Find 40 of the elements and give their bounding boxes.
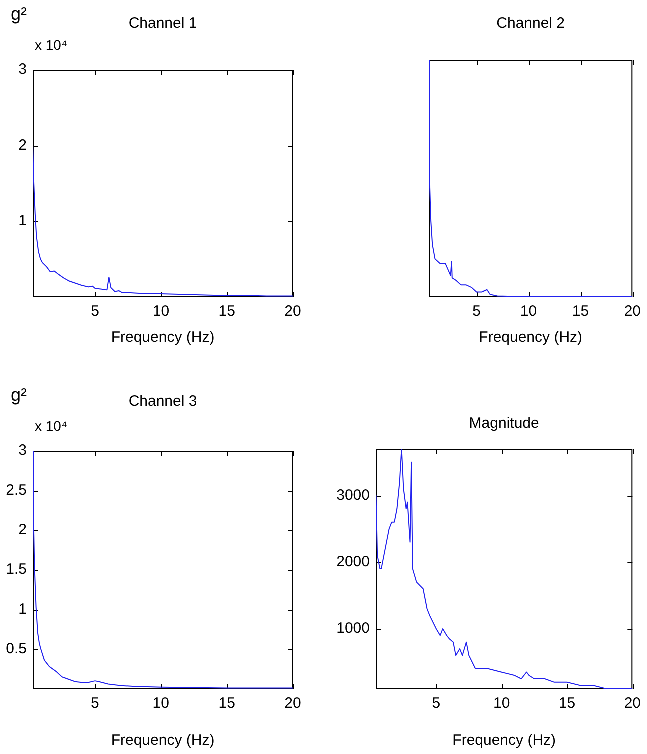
x-axis-title: Frequency (Hz)	[111, 732, 215, 750]
y-tick-label: 2.5	[6, 482, 27, 499]
y-tick-label: 2	[18, 521, 27, 538]
x-tick-label: 5	[91, 303, 100, 320]
text: x 10⁴	[35, 418, 68, 434]
y-tick-label: 0.5	[6, 640, 27, 658]
x-tick-label: 10	[520, 303, 538, 320]
chart-title: Channel 2	[496, 15, 566, 32]
x-tick-label: 5	[432, 695, 441, 712]
y-tick-label: 1	[18, 600, 27, 618]
x-axis-title: Frequency (Hz)	[111, 329, 215, 346]
text: x 10⁴	[35, 37, 68, 53]
y-axis-title: g²	[11, 385, 28, 405]
x-tick-label: 20	[284, 695, 302, 712]
chart-title: Magnitude	[469, 415, 540, 432]
x-tick-label: 15	[218, 303, 236, 320]
x-tick-label: 20	[284, 303, 302, 320]
chart-title: Channel 3	[128, 393, 198, 410]
x-tick-label: 15	[572, 303, 590, 320]
y-tick-label: 3	[18, 61, 27, 78]
x-tick-label: 5	[91, 695, 100, 712]
x-tick-label: 15	[218, 695, 236, 712]
x-axis-title: Frequency (Hz)	[479, 329, 583, 346]
y-tick-label: 3	[18, 442, 27, 460]
y-axis-title: g²	[11, 4, 28, 24]
x-tick-label: 20	[624, 695, 641, 712]
y-tick-label: 1000	[336, 620, 370, 638]
x-tick-label: 10	[152, 695, 170, 712]
x-tick-label: 10	[494, 695, 510, 712]
y-tick-label: 3000	[336, 486, 370, 504]
x-axis-title: Frequency (Hz)	[452, 732, 556, 750]
chart-title: Channel 1	[128, 15, 198, 32]
x-tick-label: 5	[472, 303, 481, 320]
x-tick-label: 10	[152, 303, 170, 320]
x-tick-label: 15	[558, 695, 576, 712]
x-tick-label: 20	[624, 303, 641, 320]
y-tick-label: 1	[18, 212, 27, 230]
y-tick-label: 2000	[336, 553, 370, 570]
y-tick-label: 1.5	[6, 561, 27, 578]
y-tick-label: 2	[18, 136, 27, 154]
